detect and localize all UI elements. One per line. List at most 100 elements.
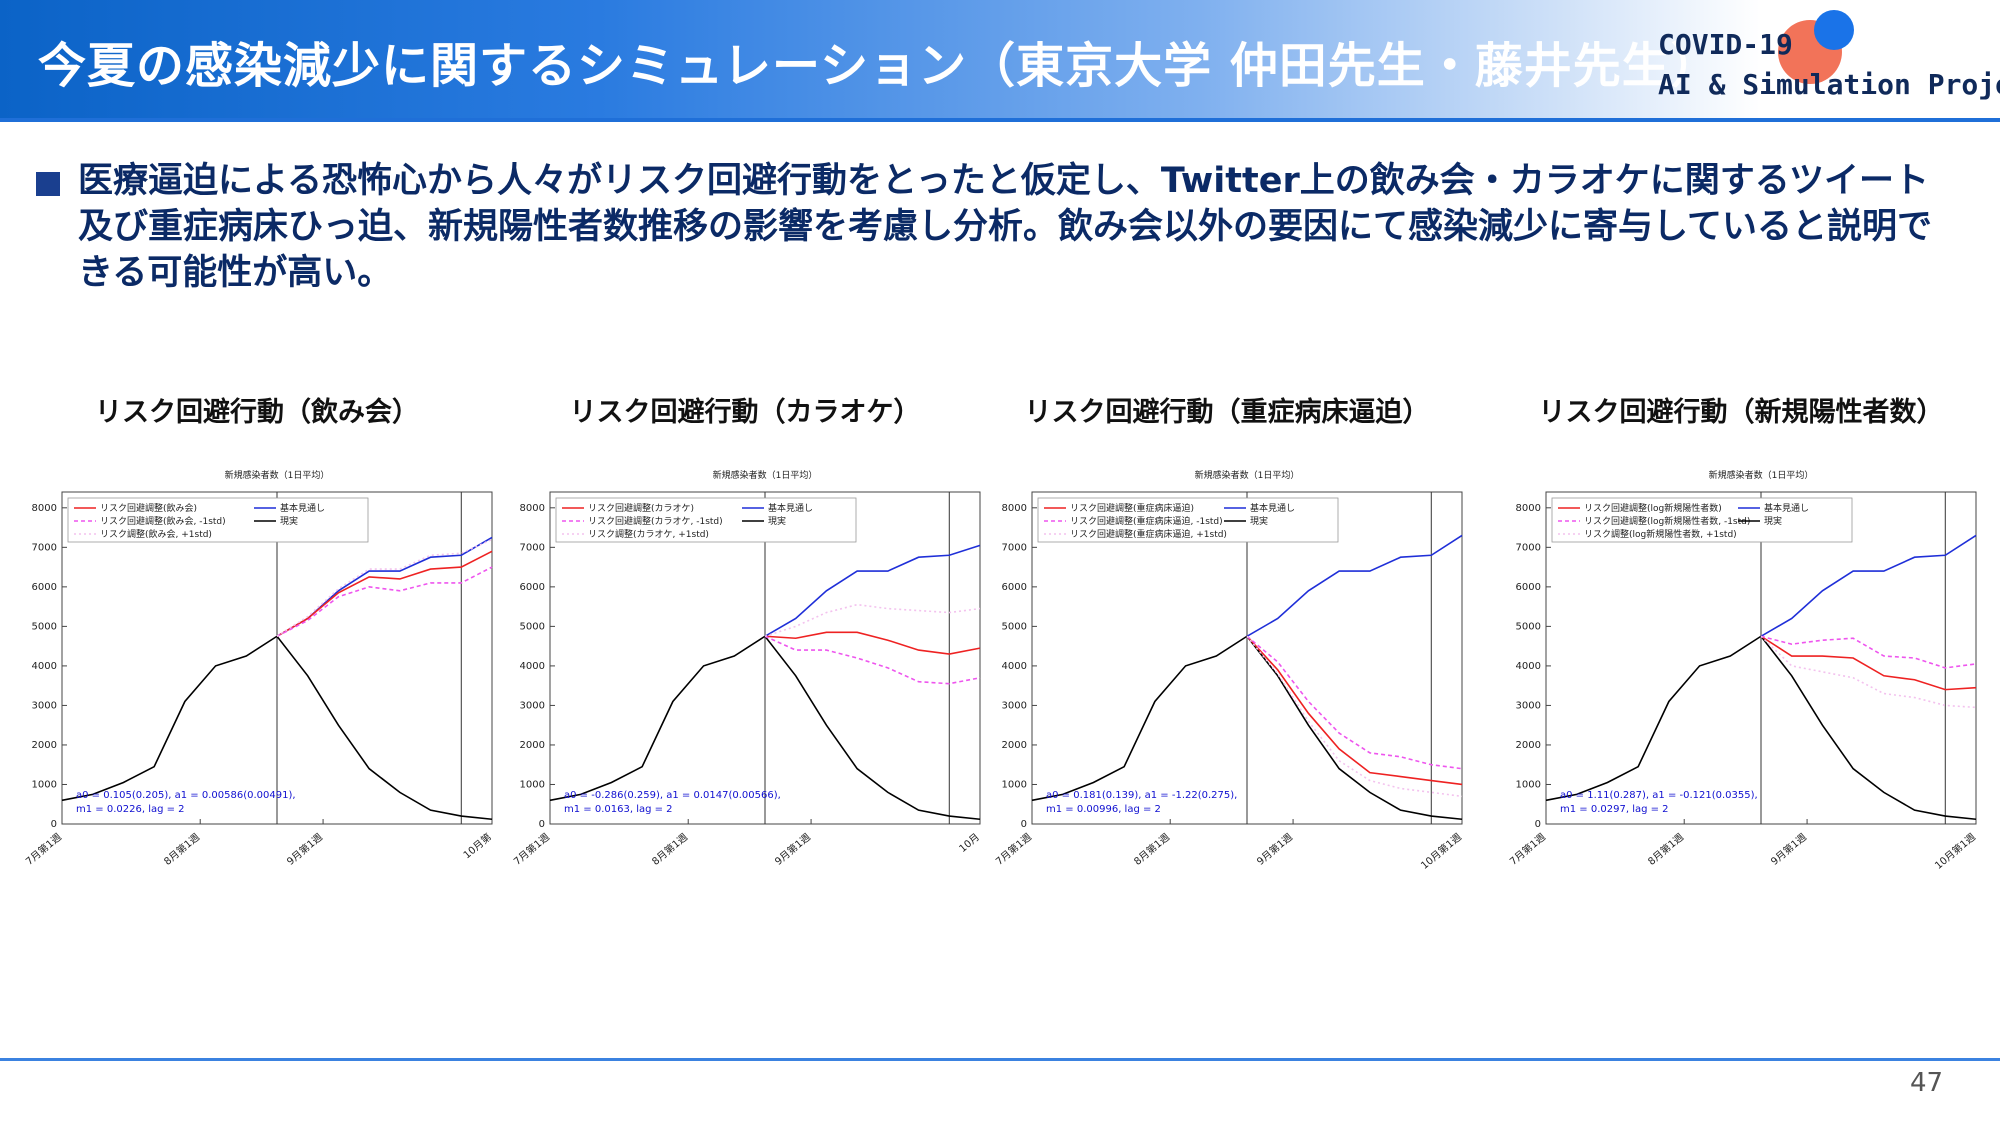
- chart-title: 新規感染者数（1日平均）: [225, 469, 330, 481]
- legend-label: リスク回避調整(カラオケ, -1std): [588, 515, 723, 527]
- legend-label: リスク回避調整(飲み会, -1std): [100, 515, 226, 527]
- model-annotation: a0 = 1.11(0.287), a1 = -0.121(0.0355),: [1560, 790, 1758, 801]
- series-line: [1246, 635, 1463, 770]
- page-title: 今夏の感染減少に関するシミュレーション（東京大学 仲田先生・藤井先生）: [38, 38, 1720, 94]
- x-tick-label: 7月第1週: [23, 830, 64, 867]
- legend-label: リスク回避調整(重症病床逼迫, +1std): [1070, 528, 1227, 540]
- y-tick-label: 7000: [1002, 542, 1027, 553]
- chart-nomikai: リスク回避行動（飲み会） 新規感染者数（1日平均） 0 1000 2000 3000 40…: [12, 390, 502, 910]
- y-tick-label: 6000: [1002, 582, 1027, 593]
- legend-label: 現実: [768, 515, 786, 527]
- legend-label: リスク調整(カラオケ, +1std): [588, 528, 709, 540]
- series-line: [1760, 635, 1977, 669]
- x-tick-label: 9月第1週: [1768, 830, 1809, 867]
- legend-box: [1551, 497, 1853, 543]
- bullet-text: 医療逼迫による恐怖心から人々がリスク回避行動をとったと仮定し、Twitter上の…: [78, 161, 1932, 293]
- x-tick-label: 9月第1週: [284, 830, 325, 867]
- model-annotation: m1 = 0.0226, lag = 2: [76, 804, 185, 815]
- brand-line-2: AI & Simulation Project: [1658, 68, 2000, 101]
- page-number: 47: [1910, 1068, 1944, 1098]
- legend-label: 基本見通し: [1250, 502, 1295, 514]
- legend-label: 現実: [1250, 515, 1268, 527]
- x-tick-label: 9月第1週: [1254, 830, 1295, 867]
- y-tick-label: 1000: [520, 779, 545, 790]
- y-tick-label: 4000: [520, 661, 545, 672]
- legend-label: 現実: [1764, 515, 1782, 527]
- y-tick-label: 4000: [32, 661, 57, 672]
- y-tick-label: 5000: [1002, 621, 1027, 632]
- chart-new-positives: リスク回避行動（新規陽性者数） 新規感染者数（1日平均） 0 1000 2000 300…: [1496, 390, 1986, 910]
- brand-logo: COVID-19 AI & Simulation Project: [1658, 10, 2000, 114]
- series-line: [764, 635, 981, 685]
- chart-title: 新規感染者数（1日平均）: [1195, 469, 1300, 481]
- series-line: [1246, 635, 1463, 786]
- series-line: [276, 566, 493, 637]
- y-tick-label: 4000: [1516, 661, 1541, 672]
- chart-karaoke: リスク回避行動（カラオケ） 新規感染者数（1日平均） 0 1000 2000 3000 4…: [500, 390, 990, 910]
- y-tick-label: 0: [1535, 819, 1541, 830]
- x-tick-label: 8月第1週: [1645, 830, 1686, 867]
- model-annotation: a0 = 0.181(0.139), a1 = -1.22(0.275),: [1046, 790, 1237, 801]
- chart-plot: 新規感染者数（1日平均） 0 1000 2000 3000 4000 5000 6000 700…: [1507, 469, 1978, 872]
- footer-divider: [0, 1058, 2000, 1061]
- y-tick-label: 3000: [520, 700, 545, 711]
- chart-heading: リスク回避行動（カラオケ）: [569, 397, 921, 428]
- legend-box: [555, 497, 857, 543]
- legend-box: [67, 497, 369, 543]
- y-tick-label: 2000: [520, 740, 545, 751]
- chart-heading: リスク回避行動（飲み会）: [95, 397, 419, 428]
- model-annotation: m1 = 0.00996, lag = 2: [1046, 804, 1161, 815]
- x-tick-label: 9月第1週: [772, 830, 813, 867]
- legend-label: リスク調整(log新規陽性者数, +1std): [1584, 528, 1737, 540]
- chart-title: 新規感染者数（1日平均）: [1709, 469, 1814, 481]
- y-tick-label: 2000: [1516, 740, 1541, 751]
- series-line: [1760, 534, 1977, 637]
- y-tick-label: 7000: [520, 542, 545, 553]
- y-tick-label: 6000: [520, 582, 545, 593]
- y-tick-label: 2000: [1002, 740, 1027, 751]
- series-line: [1246, 635, 1463, 798]
- y-tick-label: 8000: [1516, 503, 1541, 514]
- series-line: [1246, 534, 1463, 637]
- series-line: [764, 603, 981, 638]
- legend-label: リスク回避調整(log新規陽性者数, -1std): [1584, 515, 1750, 527]
- legend-label: リスク調整(飲み会, +1std): [100, 528, 212, 540]
- x-tick-label: 10月第1週: [1932, 830, 1978, 872]
- series-line: [1760, 635, 1977, 709]
- legend-label: リスク回避調整(重症病床逼迫): [1070, 502, 1194, 514]
- legend-label: 現実: [280, 515, 298, 527]
- y-tick-label: 6000: [1516, 582, 1541, 593]
- y-tick-label: 1000: [32, 779, 57, 790]
- chart-plot: 新規感染者数（1日平均） 0 1000 2000 3000 4000 5000 6000 700…: [511, 469, 982, 868]
- x-tick-label: 8月第1週: [161, 830, 202, 867]
- chart-severe-beds: リスク回避行動（重症病床逼迫） 新規感染者数（1日平均） 0 1000 2000 300…: [982, 390, 1472, 910]
- series-line: [276, 536, 493, 637]
- legend-label: 基本見通し: [280, 502, 325, 514]
- legend-box: [1037, 497, 1339, 543]
- x-tick-label: 10月第: [460, 830, 493, 861]
- x-tick-label: 7月第1週: [1507, 830, 1548, 867]
- x-tick-label: 8月第1週: [1131, 830, 1172, 867]
- series-line: [764, 544, 981, 637]
- y-tick-label: 7000: [32, 542, 57, 553]
- y-tick-label: 5000: [520, 621, 545, 632]
- y-tick-label: 8000: [32, 503, 57, 514]
- y-tick-label: 5000: [1516, 621, 1541, 632]
- chart-title: 新規感染者数（1日平均）: [713, 469, 818, 481]
- y-tick-label: 6000: [32, 582, 57, 593]
- series-line: [764, 631, 981, 655]
- model-annotation: m1 = 0.0297, lag = 2: [1560, 804, 1669, 815]
- series-line: [276, 538, 493, 637]
- legend-label: リスク回避調整(カラオケ): [588, 502, 694, 514]
- series-line: [276, 550, 493, 637]
- y-tick-label: 0: [539, 819, 545, 830]
- x-tick-label: 7月第1週: [993, 830, 1034, 867]
- legend-label: 基本見通し: [1764, 502, 1809, 514]
- y-tick-label: 7000: [1516, 542, 1541, 553]
- header-bar: [0, 0, 2000, 120]
- brand-line-1: COVID-19: [1658, 28, 1793, 61]
- legend-label: リスク回避調整(log新規陽性者数): [1584, 502, 1722, 514]
- y-tick-label: 1000: [1002, 779, 1027, 790]
- y-tick-label: 0: [1021, 819, 1027, 830]
- square-bullet-icon: [36, 172, 60, 196]
